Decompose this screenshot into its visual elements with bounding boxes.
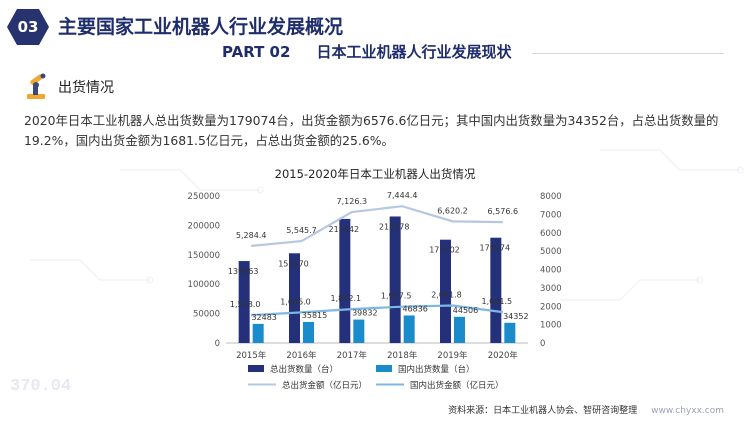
y-right-tick-label: 7000 <box>540 210 562 220</box>
legend-swatch <box>248 365 264 372</box>
y-left-tick-label: 50000 <box>193 310 220 320</box>
chart-title: 2015-2020年日本工业机器人出货情况 <box>275 167 476 181</box>
bar-total-qty <box>490 237 502 343</box>
bar-domestic-qty <box>303 321 314 343</box>
line-value-label: 7,126.3 <box>337 197 368 206</box>
bar-domestic-qty <box>252 323 264 343</box>
bar-total-qty <box>339 218 351 343</box>
line-value-label: 7,444.4 <box>387 191 418 200</box>
y-right-tick-label: 4000 <box>540 266 562 276</box>
legend-swatch <box>376 365 392 372</box>
line-domestic-amount <box>251 304 503 317</box>
section-number: 03 <box>17 18 39 36</box>
legend-label: 国内出货数量（台） <box>398 364 475 375</box>
y-left-tick-label: 250000 <box>188 192 220 202</box>
robot-arm-icon <box>24 72 50 100</box>
y-left-tick-label: 0 <box>215 339 220 349</box>
source-footer: 资料来源：日本工业机器人协会、智研咨询整理 www.chyxx.com <box>448 403 724 416</box>
x-tick-label: 2016年 <box>286 350 317 361</box>
y-right-tick-label: 1000 <box>540 321 562 331</box>
line-value-label: 1,681.5 <box>482 297 513 306</box>
section-number-badge: 03 <box>6 8 50 46</box>
divider <box>532 53 724 54</box>
background-watermark: 370.04 <box>10 377 71 396</box>
legend-label: 总出货数量（台） <box>270 364 338 375</box>
line-value-label: 5,284.4 <box>236 231 267 240</box>
bar-value-label: 34352 <box>503 312 528 321</box>
line-value-label: 2,041.8 <box>431 290 462 299</box>
bar-total-qty <box>289 253 300 343</box>
line-value-label: 6,620.2 <box>437 206 468 215</box>
line-total-amount <box>251 205 503 247</box>
y-right-tick-label: 8000 <box>540 192 562 202</box>
bar-value-label: 44506 <box>453 306 478 315</box>
part-label: PART 02 <box>222 43 291 61</box>
y-right-tick-label: 6000 <box>540 229 562 239</box>
x-tick-label: 2019年 <box>437 350 468 361</box>
y-right-tick-label: 3000 <box>540 284 562 294</box>
line-value-label: 1,842.1 <box>331 294 362 303</box>
bar-value-label: 175702 <box>429 246 460 255</box>
x-tick-label: 2018年 <box>387 350 418 361</box>
bar-value-label: 46836 <box>402 304 427 313</box>
legend-label: 国内出货金额（亿日元） <box>410 380 504 391</box>
bar-value-label: 35815 <box>302 311 327 320</box>
y-right-tick-label: 5000 <box>540 247 562 257</box>
bar-value-label: 152570 <box>278 259 309 268</box>
bar-value-label: 39832 <box>352 309 377 318</box>
bar-domestic-qty <box>403 315 415 343</box>
line-value-label: 1,666.0 <box>280 297 311 306</box>
summary-paragraph: 2020年日本工业机器人总出货数量为179074台，出货金额为6576.6亿日元… <box>24 113 719 148</box>
y-left-tick-label: 200000 <box>188 221 220 231</box>
y-left-tick-label: 150000 <box>188 251 220 261</box>
section-title: 出货情况 <box>58 80 114 96</box>
bar-value-label: 179074 <box>480 244 511 253</box>
hexagon-icon <box>7 9 49 45</box>
bar-domestic-qty <box>454 316 465 343</box>
x-tick-label: 2020年 <box>488 350 519 361</box>
line-value-label: 6,576.6 <box>488 207 519 216</box>
part-title: 日本工业机器人行业发展现状 <box>316 43 512 61</box>
part-heading: PART 02 日本工业机器人行业发展现状 <box>222 41 511 62</box>
y-left-tick-label: 100000 <box>188 280 220 290</box>
source-url: www.chyxx.com <box>651 406 724 416</box>
y-right-tick-label: 2000 <box>540 302 562 312</box>
chart-svg: 2015-2020年日本工业机器人出货情况0500001000001500002… <box>188 167 562 391</box>
line-value-label: 1,977.5 <box>381 292 412 301</box>
line-value-label: 1,518.0 <box>230 300 261 309</box>
bar-value-label: 139363 <box>228 267 259 276</box>
source-text: 资料来源：日本工业机器人协会、智研咨询整理 <box>448 406 638 416</box>
y-right-tick-label: 0 <box>540 339 545 349</box>
bar-total-qty <box>238 261 250 343</box>
shipment-chart: 2015-2020年日本工业机器人出货情况 0 50000 100000 150000 2… <box>0 160 750 400</box>
x-tick-label: 2015年 <box>236 350 267 361</box>
bar-total-qty <box>440 239 451 343</box>
bar-value-label: 32483 <box>251 313 276 322</box>
legend-label: 总出货金额（亿日元） <box>282 380 367 391</box>
bar-value-label: 211042 <box>329 225 360 234</box>
page-title: 主要国家工业机器人行业发展概况 <box>58 16 344 38</box>
x-tick-label: 2017年 <box>337 350 368 361</box>
bar-total-qty <box>389 216 401 343</box>
bar-domestic-qty <box>504 322 516 343</box>
line-value-label: 5,545.7 <box>286 226 317 235</box>
bar-value-label: 215178 <box>379 222 410 231</box>
bar-domestic-qty <box>353 319 365 343</box>
